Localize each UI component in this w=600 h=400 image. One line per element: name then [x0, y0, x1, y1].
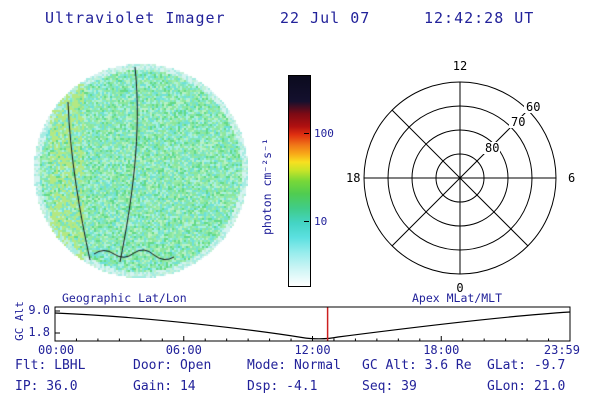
strip-xtick-0000: 00:00 — [38, 343, 74, 357]
polar-grid: 12 18 6 0 60 70 80 — [344, 58, 580, 298]
altitude-curve — [55, 312, 570, 339]
uvi-display: Ultraviolet Imager 22 Jul 07 12:42:28 UT… — [0, 0, 600, 400]
status-dsp: Dsp: -4.1 — [247, 379, 317, 394]
colorbar-tickmark-100 — [304, 133, 309, 134]
colorbar-unit-label: photon cm⁻²s⁻¹ — [258, 112, 276, 262]
strip-ylabel-bottom: 1.8 — [28, 325, 50, 339]
colorbar-tick-100: 100 — [314, 127, 334, 140]
uv-disk-image — [32, 62, 248, 278]
polar-label-6: 6 — [568, 171, 575, 185]
strip-xtick-2359: 23:59 — [544, 343, 580, 357]
strip-plot-box — [55, 307, 570, 341]
strip-yaxis-title: GC Alt — [13, 293, 27, 349]
strip-title-left: Geographic Lat/Lon — [62, 291, 187, 305]
polar-label-lat80: 80 — [485, 141, 499, 155]
polar-label-lat70: 70 — [511, 115, 525, 129]
strip-chart: Geographic Lat/Lon Apex MLat/MLT 9.0 1.8… — [0, 288, 600, 360]
status-ip: IP: 36.0 — [15, 379, 78, 394]
colorbar-tickmark-10 — [304, 221, 309, 222]
strip-xtick-1200: 12:00 — [294, 343, 330, 357]
strip-xtick-0600: 06:00 — [166, 343, 202, 357]
status-glat: GLat: -9.7 — [487, 358, 565, 373]
header-time: 12:42:28 UT — [424, 9, 534, 27]
polar-label-12: 12 — [453, 59, 467, 73]
polar-label-lat60: 60 — [526, 100, 540, 114]
status-gc-alt: GC Alt: 3.6 Re — [362, 358, 472, 373]
strip-xtick-1800: 18:00 — [423, 343, 459, 357]
status-filter: Flt: LBHL — [15, 358, 85, 373]
status-mode: Mode: Normal — [247, 358, 341, 373]
colorbar-tick-10: 10 — [314, 215, 327, 228]
status-glon: GLon: 21.0 — [487, 379, 565, 394]
colorbar — [288, 75, 311, 287]
status-gain: Gain: 14 — [133, 379, 196, 394]
strip-title-right: Apex MLat/MLT — [412, 291, 502, 305]
status-door: Door: Open — [133, 358, 211, 373]
header-date: 22 Jul 07 — [280, 9, 370, 27]
page-title: Ultraviolet Imager — [45, 9, 226, 27]
status-seq: Seq: 39 — [362, 379, 417, 394]
polar-label-18: 18 — [346, 171, 360, 185]
strip-ylabel-top: 9.0 — [28, 303, 50, 317]
